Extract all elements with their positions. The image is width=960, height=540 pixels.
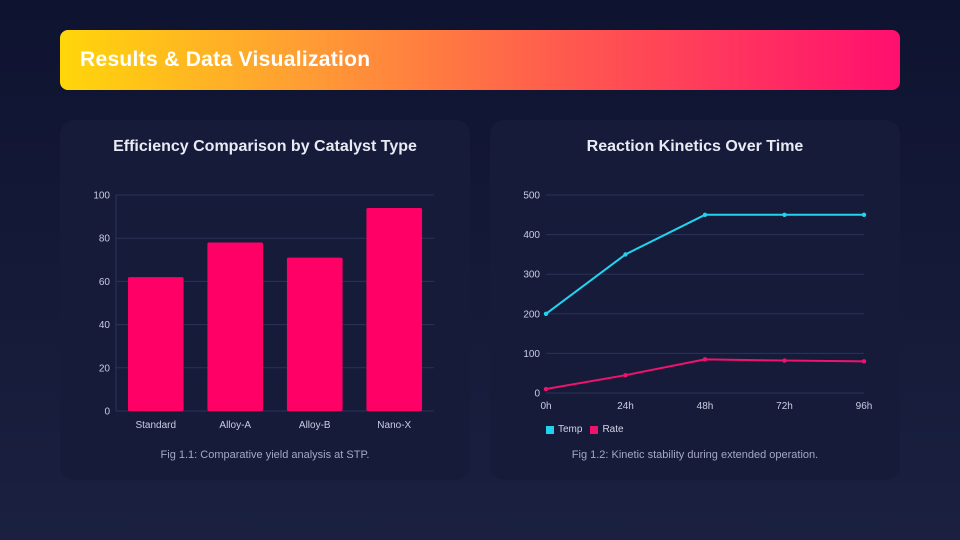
line-chart-caption: Fig 1.2: Kinetic stability during extend… xyxy=(571,449,819,461)
bar-y-tick-label: 20 xyxy=(99,363,111,374)
bar-y-tick-label: 80 xyxy=(99,234,111,245)
line-chart-card: Reaction Kinetics Over Time 0 100 200 300 40… xyxy=(490,120,900,480)
bar-alloy-a xyxy=(207,242,264,411)
line-chart-title: Reaction Kinetics Over Time xyxy=(586,138,804,155)
bar-x-tick-label: Alloy-A xyxy=(219,420,251,431)
line-y-tick-label: 0 xyxy=(534,389,540,400)
legend-item-rate[interactable]: Rate xyxy=(590,424,624,435)
point-rate xyxy=(702,357,708,362)
bar-x-tick-label: Standard xyxy=(135,420,176,431)
point-temp xyxy=(702,212,708,217)
bar-y-tick-label: 40 xyxy=(99,320,111,331)
header-banner: Results & Data Visualization xyxy=(60,30,900,90)
bar-alloy-b xyxy=(286,257,343,411)
bar-chart-title: Efficiency Comparison by Catalyst Type xyxy=(113,138,417,155)
legend-item-temp[interactable]: Temp xyxy=(546,424,582,435)
bar-y-tick-label: 0 xyxy=(104,407,110,418)
bar-y-tick-label: 60 xyxy=(99,277,111,288)
series-line-rate xyxy=(545,358,865,391)
legend-label-temp: Temp xyxy=(558,424,583,435)
bar-chart-caption: Fig 1.1: Comparative yield analysis at S… xyxy=(160,449,370,461)
line-x-tick-label: 72h xyxy=(776,401,793,412)
line-y-tick-label: 200 xyxy=(523,309,540,320)
series-line-temp xyxy=(545,213,864,315)
point-rate xyxy=(543,386,549,392)
line-chart: 0 100 200 300 400 500 0h 24h 48h 72h 96h xyxy=(523,191,873,413)
point-temp xyxy=(861,212,867,217)
line-x-tick-label: 24h xyxy=(617,401,634,412)
legend-swatch-temp xyxy=(546,425,554,434)
bar-chart-card: Efficiency Comparison by Catalyst Type 0… xyxy=(60,120,470,480)
line-y-tick-label: 300 xyxy=(523,270,540,281)
point-rate xyxy=(623,372,628,378)
point-rate xyxy=(861,359,867,364)
bar-x-tick-label: Alloy-B xyxy=(299,420,331,431)
line-y-tick-label: 400 xyxy=(523,230,540,241)
bar-x-tick-label: Nano-X xyxy=(377,420,411,431)
point-temp xyxy=(543,311,549,316)
line-x-tick-label: 48h xyxy=(697,401,714,412)
line-chart-legend: Temp Rate xyxy=(546,424,624,435)
page-title: Results & Data Visualization xyxy=(80,48,371,71)
bar-nano-x xyxy=(366,207,423,411)
line-y-tick-label: 500 xyxy=(523,191,540,202)
line-x-tick-label: 96h xyxy=(856,401,873,412)
bar-chart: 0 20 40 60 80 100 Standard Alloy-A Alloy-B Nano-X xyxy=(93,191,434,431)
point-temp xyxy=(782,212,787,217)
legend-swatch-rate xyxy=(590,425,599,434)
line-x-tick-label: 0h xyxy=(540,401,551,412)
point-temp xyxy=(623,252,628,257)
legend-label-rate: Rate xyxy=(602,424,624,435)
bar-standard xyxy=(127,277,184,411)
point-rate xyxy=(782,358,787,363)
bar-y-tick-label: 100 xyxy=(93,191,110,202)
line-y-tick-label: 100 xyxy=(523,349,540,360)
